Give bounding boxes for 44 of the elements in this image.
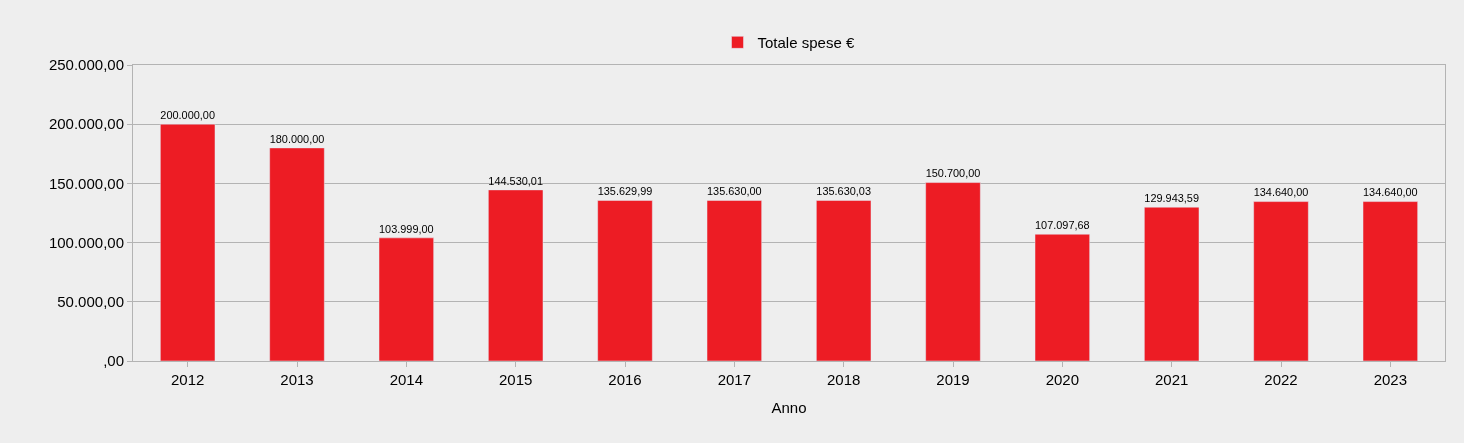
y-tick-label: 50.000,00 bbox=[57, 293, 124, 311]
data-label: 180.000,00 bbox=[269, 132, 325, 145]
data-label: 134.640,00 bbox=[1363, 186, 1418, 199]
data-label: 144.530,01 bbox=[488, 174, 543, 187]
y-tick-label: 100.000,00 bbox=[48, 233, 124, 251]
data-label: 135.630,00 bbox=[707, 185, 762, 198]
x-tick-label: 2016 bbox=[608, 371, 642, 388]
x-tick-label: 2023 bbox=[1373, 371, 1408, 388]
x-tick-label: 2021 bbox=[1154, 371, 1189, 388]
data-label: 107.097,68 bbox=[1035, 219, 1090, 232]
x-tick-label: 2013 bbox=[280, 371, 314, 388]
x-tick-label: 2012 bbox=[170, 371, 205, 388]
x-tick-label: 2022 bbox=[1264, 371, 1298, 388]
legend-label: Totale spese € bbox=[757, 34, 855, 52]
y-tick-label: ,00 bbox=[103, 352, 124, 370]
data-label: 150.700,00 bbox=[925, 167, 981, 180]
bar bbox=[1034, 233, 1090, 361]
bar bbox=[269, 147, 325, 361]
data-label: 135.629,99 bbox=[597, 185, 653, 198]
y-tick-label: 250.000,00 bbox=[48, 56, 124, 74]
x-tick-label: 2017 bbox=[717, 371, 752, 388]
bar bbox=[816, 200, 872, 361]
data-label: 129.943,59 bbox=[1144, 191, 1199, 204]
data-label: 135.630,03 bbox=[816, 185, 871, 198]
x-tick-label: 2014 bbox=[389, 371, 424, 388]
x-tick-label: 2019 bbox=[936, 371, 970, 388]
bar bbox=[1253, 201, 1309, 361]
bar bbox=[488, 189, 544, 361]
data-label: 200.000,00 bbox=[160, 109, 215, 122]
x-tick-label: 2020 bbox=[1045, 371, 1080, 388]
x-axis-title: Anno bbox=[771, 399, 807, 416]
data-label: 134.640,00 bbox=[1253, 186, 1309, 199]
y-tick-label: 150.000,00 bbox=[48, 174, 124, 192]
y-tick-label: 200.000,00 bbox=[48, 115, 124, 133]
x-tick-label: 2015 bbox=[498, 371, 533, 388]
bar bbox=[1362, 201, 1418, 361]
bar bbox=[1144, 206, 1200, 361]
x-tick-label: 2018 bbox=[826, 371, 861, 388]
bar bbox=[597, 200, 653, 361]
bar bbox=[160, 123, 216, 361]
bar bbox=[925, 182, 981, 361]
bar bbox=[706, 200, 762, 361]
data-label: 103.999,00 bbox=[379, 222, 434, 235]
bar bbox=[378, 237, 434, 361]
